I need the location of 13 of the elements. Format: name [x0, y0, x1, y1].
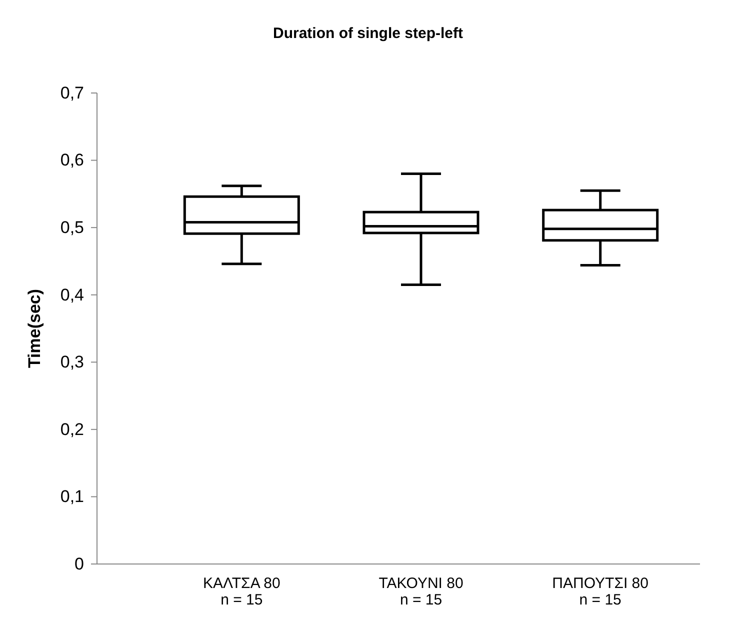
- y-tick-label: 0: [74, 554, 84, 574]
- x-tick-label: ΠΑΠΟΥΤΣΙ 80 n = 15: [552, 575, 648, 608]
- y-axis-title: Time(sec): [25, 288, 44, 368]
- y-tick-label: 0,2: [60, 420, 84, 439]
- y-tick-label: 0,5: [60, 218, 84, 238]
- y-tick-label: 0,3: [60, 352, 84, 372]
- x-tick-label: ΚΑΛΤΣΑ 80 n = 15: [202, 575, 280, 608]
- x-tick-label: ΤΑΚΟΥΝΙ 80 n = 15: [378, 575, 464, 608]
- y-tick-label: 0,4: [60, 285, 84, 304]
- y-tick-label: 0,6: [60, 150, 84, 170]
- chart-title: Duration of single step-left: [272, 25, 464, 42]
- y-tick-label: 0,7: [60, 83, 84, 102]
- y-tick-label: 0,1: [60, 487, 84, 506]
